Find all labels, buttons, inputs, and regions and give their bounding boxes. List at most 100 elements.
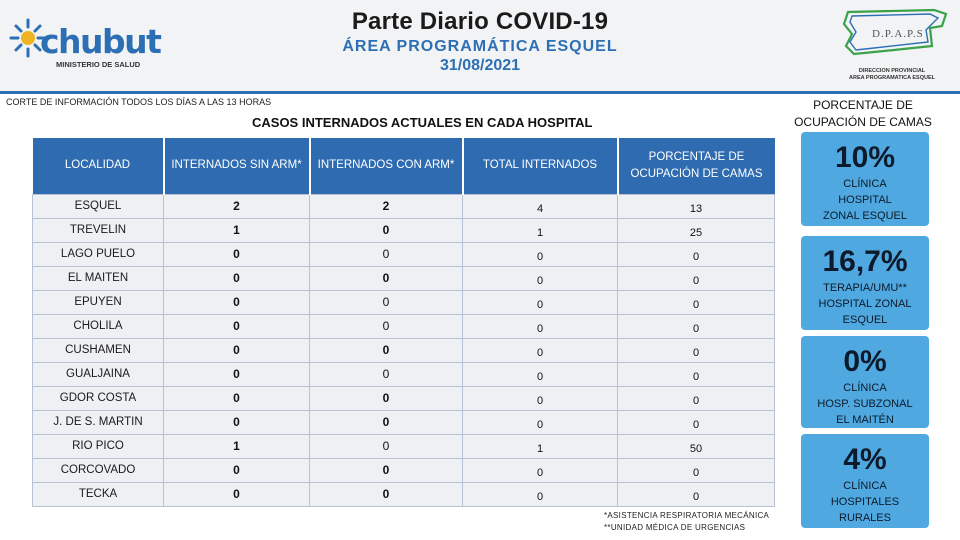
- cell-porcentaje: 0: [617, 457, 775, 483]
- card-percentage: 0%: [843, 345, 887, 378]
- occupancy-card-rurales: 4% CLÍNICA HOSPITALES RURALES: [801, 434, 929, 528]
- dpaps-line1: DIRECCION PROVINCIAL: [858, 68, 926, 74]
- cell-localidad: TECKA: [32, 481, 164, 507]
- report-date: 31/08/2021: [439, 57, 521, 74]
- cell-localidad: GUALJAINA: [32, 361, 164, 387]
- occupancy-card-terapia-esquel: 16,7% TERAPIA/UMU** HOSPITAL ZONAL ESQUE…: [801, 236, 929, 330]
- cell-con-arm: 0: [309, 241, 463, 267]
- card-label-line: EL MAITÉN: [836, 414, 894, 426]
- hospital-table: LOCALIDAD INTERNADOS SIN ARM* INTERNADOS…: [32, 138, 775, 507]
- card-label: CLÍNICA HOSPITALES RURALES: [801, 478, 929, 526]
- cell-sin-arm: 0: [163, 313, 310, 339]
- cell-localidad: RIO PICO: [32, 433, 164, 459]
- card-label-line: HOSP. SUBZONAL: [817, 398, 913, 410]
- cell-localidad: TREVELIN: [32, 217, 164, 243]
- card-label: TERAPIA/UMU** HOSPITAL ZONAL ESQUEL: [801, 280, 929, 328]
- cell-localidad: J. DE S. MARTIN: [32, 409, 164, 435]
- table-row: GDOR COSTA 0 0 0 0: [32, 385, 775, 411]
- table-row: TECKA 0 0 0 0: [32, 481, 775, 507]
- cell-total: 0: [462, 361, 618, 387]
- cell-total: 0: [462, 313, 618, 339]
- ministry-text: MINISTERIO DE SALUD: [56, 60, 141, 69]
- cell-sin-arm: 0: [163, 361, 310, 387]
- table-row: CUSHAMEN 0 0 0 0: [32, 337, 775, 363]
- cell-sin-arm: 2: [163, 193, 310, 219]
- table-row: J. DE S. MARTIN 0 0 0 0: [32, 409, 775, 435]
- card-percentage: 4%: [843, 443, 887, 476]
- cell-porcentaje: 0: [617, 337, 775, 363]
- cell-total: 0: [462, 457, 618, 483]
- cell-con-arm: 0: [309, 361, 463, 387]
- cell-total: 0: [462, 241, 618, 267]
- cell-porcentaje: 0: [617, 409, 775, 435]
- card-label-line: HOSPITAL ZONAL: [818, 298, 912, 310]
- dpaps-label: D.P.A.P.S: [872, 28, 924, 40]
- cell-localidad: CHOLILA: [32, 313, 164, 339]
- page-subtitle: ÁREA PROGRAMÁTICA ESQUEL: [342, 38, 618, 55]
- cell-porcentaje: 0: [617, 289, 775, 315]
- chubut-logo: chubut MINISTERIO DE SALUD: [8, 14, 162, 74]
- dpaps-logo: D.P.A.P.S DIRECCION PROVINCIAL AREA PROG…: [834, 6, 950, 84]
- cell-con-arm: 0: [309, 265, 463, 291]
- card-label-line: CLÍNICA: [843, 178, 887, 190]
- title-block: Parte Diario COVID-19 ÁREA PROGRAMÁTICA …: [280, 8, 680, 75]
- cell-sin-arm: 0: [163, 265, 310, 291]
- cell-con-arm: 0: [309, 481, 463, 507]
- table-body: ESQUEL 2 2 4 13 TREVELIN 1 0 1 25 LAGO PUELO 0 0 0 0…: [32, 193, 775, 507]
- cell-con-arm: 0: [309, 313, 463, 339]
- footnote-arm: *ASISTENCIA RESPIRATORIA MECÁNICA: [604, 511, 770, 520]
- cell-total: 0: [462, 265, 618, 291]
- cell-total: 0: [462, 385, 618, 411]
- cell-sin-arm: 0: [163, 241, 310, 267]
- table-title: CASOS INTERNADOS ACTUALES EN CADA HOSPIT…: [252, 115, 593, 130]
- sun-icon: [9, 18, 47, 58]
- cell-localidad: LAGO PUELO: [32, 241, 164, 267]
- occupancy-card-el-maiten: 0% CLÍNICA HOSP. SUBZONAL EL MAITÉN: [801, 336, 929, 428]
- col-header-porcentaje: PORCENTAJE DE OCUPACIÓN DE CAMAS: [617, 138, 775, 194]
- cell-porcentaje: 0: [617, 265, 775, 291]
- cell-localidad: CORCOVADO: [32, 457, 164, 483]
- card-label-line: ZONAL ESQUEL: [823, 210, 907, 222]
- table-row: RIO PICO 1 0 1 50: [32, 433, 775, 459]
- cell-total: 0: [462, 289, 618, 315]
- cell-porcentaje: 0: [617, 313, 775, 339]
- table-row: EPUYEN 0 0 0 0: [32, 289, 775, 315]
- cell-localidad: EL MAITEN: [32, 265, 164, 291]
- header-divider: [0, 91, 960, 94]
- province-map-icon: [842, 8, 948, 56]
- cell-con-arm: 0: [309, 433, 463, 459]
- corte-note: CORTE DE INFORMACIÓN TODOS LOS DÍAS A LA…: [6, 97, 272, 107]
- cell-porcentaje: 50: [617, 433, 775, 459]
- cell-con-arm: 0: [309, 217, 463, 243]
- card-percentage: 10%: [834, 141, 896, 174]
- cell-porcentaje: 0: [617, 481, 775, 507]
- table-row: CORCOVADO 0 0 0 0: [32, 457, 775, 483]
- cell-localidad: CUSHAMEN: [32, 337, 164, 363]
- cell-total: 0: [462, 409, 618, 435]
- cell-localidad: EPUYEN: [32, 289, 164, 315]
- card-label: CLÍNICA HOSP. SUBZONAL EL MAITÉN: [801, 380, 929, 428]
- cell-con-arm: 0: [309, 457, 463, 483]
- cell-sin-arm: 0: [163, 457, 310, 483]
- cell-sin-arm: 0: [163, 409, 310, 435]
- cell-sin-arm: 0: [163, 481, 310, 507]
- cell-total: 0: [462, 481, 618, 507]
- card-label-line: TERAPIA/UMU**: [823, 282, 907, 294]
- table-row: ESQUEL 2 2 4 13: [32, 193, 775, 219]
- cell-sin-arm: 1: [163, 217, 310, 243]
- cell-localidad: GDOR COSTA: [32, 385, 164, 411]
- cell-porcentaje: 0: [617, 385, 775, 411]
- card-percentage: 16,7%: [822, 245, 908, 278]
- cell-porcentaje: 0: [617, 241, 775, 267]
- occupancy-card-clinica-esquel: 10% CLÍNICA HOSPITAL ZONAL ESQUEL: [801, 132, 929, 226]
- cell-sin-arm: 0: [163, 289, 310, 315]
- cell-total: 0: [462, 337, 618, 363]
- card-label-line: RURALES: [839, 512, 891, 524]
- cell-total: 1: [462, 217, 618, 243]
- page-title: Parte Diario COVID-19: [351, 8, 609, 35]
- occupancy-title: PORCENTAJE DE OCUPACIÓN DE CAMAS: [794, 98, 932, 129]
- cell-porcentaje: 13: [617, 193, 775, 219]
- card-label-line: HOSPITALES: [830, 496, 900, 508]
- cell-sin-arm: 0: [163, 337, 310, 363]
- table-row: GUALJAINA 0 0 0 0: [32, 361, 775, 387]
